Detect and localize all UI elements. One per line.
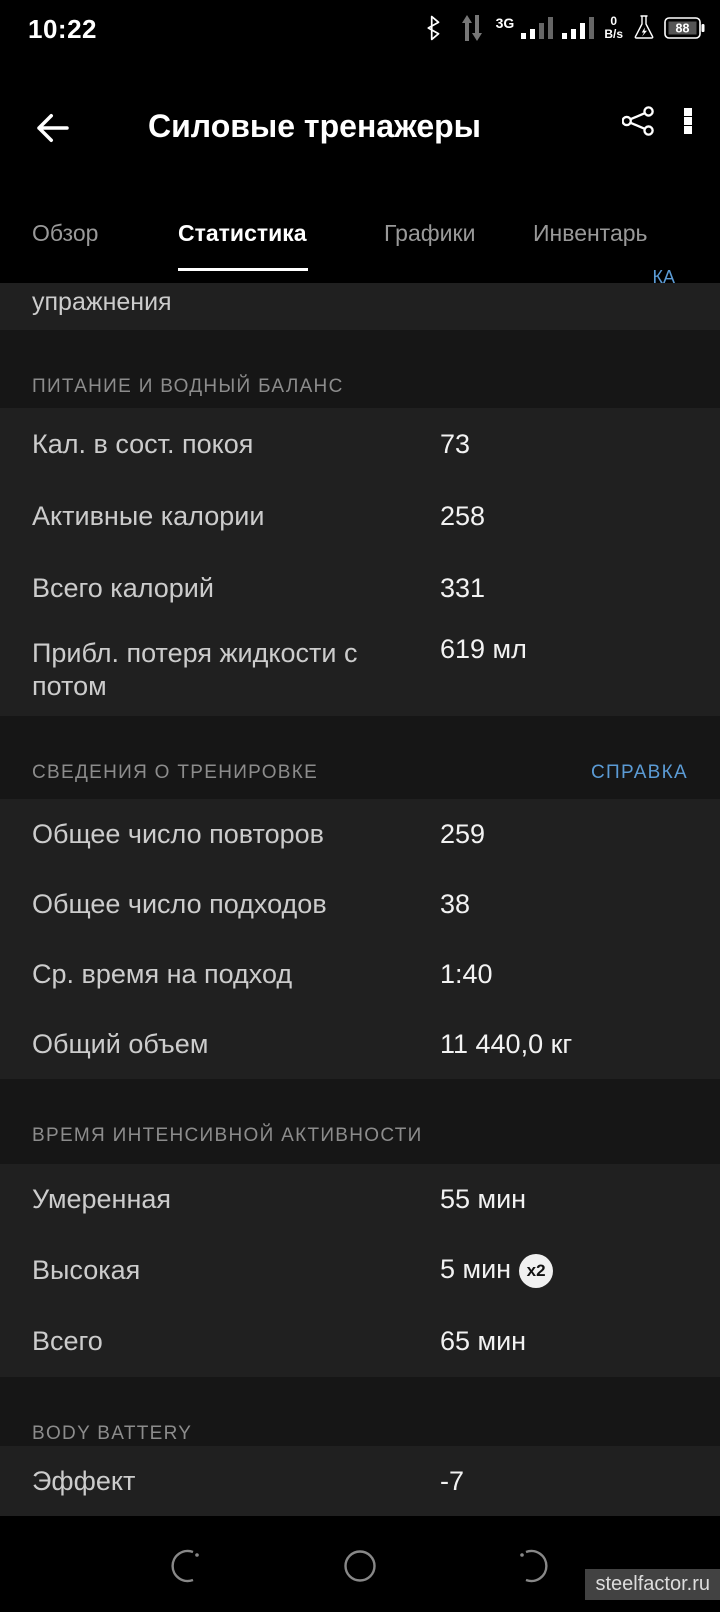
svg-text:88: 88	[676, 22, 690, 36]
